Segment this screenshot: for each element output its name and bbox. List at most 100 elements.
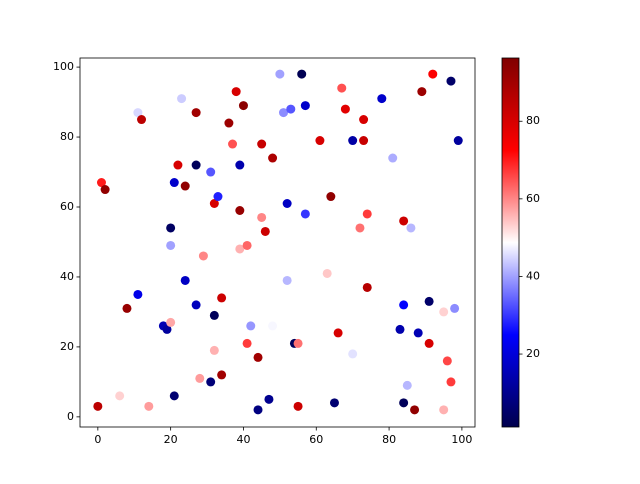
colorbar [502,58,519,427]
point [359,115,369,125]
point [253,405,263,415]
point [348,349,358,359]
point [238,101,248,111]
point [268,153,278,163]
point [133,289,143,299]
point [428,69,438,79]
point [442,356,452,366]
point [115,391,125,401]
point [257,212,267,222]
point [355,223,365,233]
colorbar-frame [501,57,520,428]
point [315,136,325,146]
point [96,178,106,188]
point [359,136,369,146]
point [100,185,110,195]
y-tick-label: 0 [67,410,74,423]
plot-frame [79,57,476,428]
colorbar-tick-label: 80 [526,114,540,127]
point [286,104,296,114]
point [329,398,339,408]
x-tick-label: 40 [236,433,250,446]
point [209,199,219,209]
point [395,324,405,334]
y-tick-label: 100 [53,60,74,73]
point [191,160,201,170]
point [133,108,143,118]
point [162,324,172,334]
point [166,317,176,327]
point [300,101,310,111]
point [144,401,154,411]
point [399,300,409,310]
point [191,108,201,118]
point [399,216,409,226]
point [439,405,449,415]
point [260,226,270,236]
point [340,104,350,114]
point [206,167,216,177]
point [224,118,234,128]
point [195,373,205,383]
point [439,307,449,317]
point [413,328,423,338]
x-tick-label: 0 [94,433,101,446]
point [424,338,434,348]
point [180,181,190,191]
point [333,328,343,338]
point [242,338,252,348]
x-tick-label: 80 [382,433,396,446]
point [282,199,292,209]
point [231,87,241,97]
colorbar-tick-label: 40 [526,269,540,282]
point [293,338,303,348]
y-tick-label: 60 [60,200,74,213]
point [450,303,460,313]
point [242,240,252,250]
point [406,223,416,233]
point [264,394,274,404]
point [169,391,179,401]
x-tick-label: 60 [309,433,323,446]
point [166,240,176,250]
point [453,136,463,146]
point [337,83,347,93]
point [217,370,227,380]
point [377,94,387,104]
point [293,401,303,411]
point [173,160,183,170]
point [235,244,245,254]
point [166,223,176,233]
point [177,94,187,104]
point [322,268,332,278]
point [410,405,420,415]
x-tick-label: 100 [451,433,472,446]
x-tick-label: 20 [164,433,178,446]
point [93,401,103,411]
point [275,69,285,79]
colorbar-tick-label: 20 [526,347,540,360]
point [279,108,289,118]
point [399,398,409,408]
point [180,275,190,285]
point [122,303,132,313]
point [348,136,358,146]
point [300,209,310,219]
point [198,251,208,261]
point [253,352,263,362]
point [388,153,398,163]
y-tick-label: 80 [60,130,74,143]
point [235,205,245,215]
point [213,192,223,202]
y-tick-label: 40 [60,270,74,283]
point [424,296,434,306]
point [169,178,179,188]
point [268,321,278,331]
point [206,377,216,387]
point [362,209,372,219]
point [326,192,336,202]
point [246,321,256,331]
point [217,293,227,303]
y-tick-label: 20 [60,340,74,353]
